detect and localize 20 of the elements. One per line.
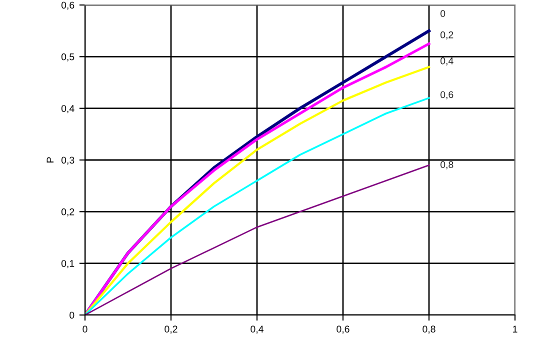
x-tick-label: 0 xyxy=(82,326,88,333)
series-label: 0,6 xyxy=(440,91,454,100)
line-series xyxy=(85,164,430,315)
y-axis-title: P xyxy=(46,157,54,162)
x-tick-label: 0,6 xyxy=(336,326,350,334)
y-tick-label: 0,1 xyxy=(61,260,74,268)
y-tick-label: 0,2 xyxy=(61,208,74,216)
series-label: 0,8 xyxy=(440,161,454,170)
y-tick-label: 0,4 xyxy=(61,105,74,114)
y-tick-label: 0,6 xyxy=(61,2,74,10)
series-label: 0,2 xyxy=(440,31,454,40)
y-tick-label: 0 xyxy=(70,312,74,319)
y-tick-label: 0,5 xyxy=(61,53,74,62)
series-label: 0,4 xyxy=(440,57,454,66)
x-tick-label: 0,4 xyxy=(250,326,264,334)
x-tick-label: 1 xyxy=(513,326,518,332)
x-tick-label: 0,8 xyxy=(422,326,436,334)
x-tick-label: 0,2 xyxy=(164,326,178,334)
series-label: 0 xyxy=(440,10,446,18)
y-tick-label: 0,3 xyxy=(61,156,74,165)
